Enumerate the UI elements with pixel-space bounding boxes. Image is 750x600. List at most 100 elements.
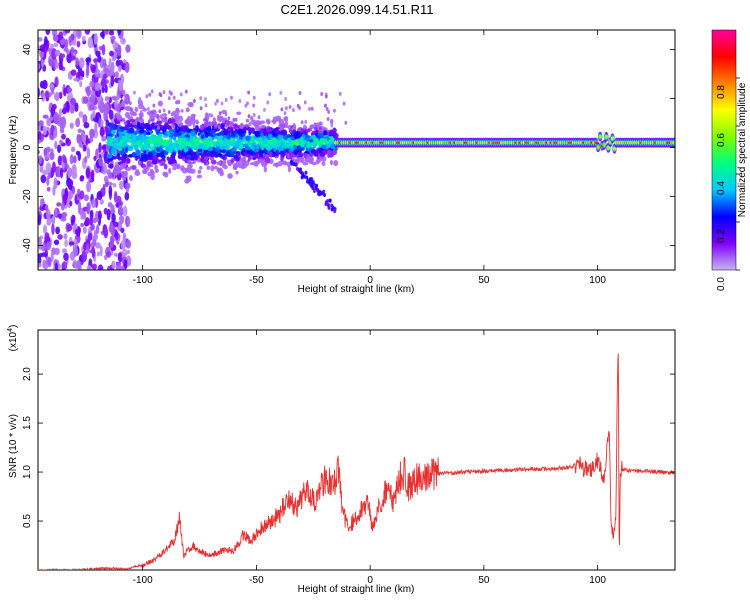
spectrogram-cell (179, 118, 182, 123)
spectrogram-cell (55, 226, 60, 235)
spectrogram-cell (63, 87, 67, 97)
spectrogram-cell (158, 146, 163, 153)
spectrogram-cell (270, 137, 277, 142)
spectrogram-cell (84, 217, 90, 227)
spectrogram-cell (69, 122, 74, 129)
spectrogram-cell (77, 128, 83, 134)
spectrogram-cell (86, 203, 91, 215)
spectrogram-cell (230, 95, 233, 100)
spectrogram-cell (106, 168, 111, 176)
spectrogram-cell (91, 66, 96, 74)
spectrogram-cell (279, 123, 283, 128)
spectrogram-cell (223, 164, 228, 170)
spectrogram-cell (330, 123, 334, 128)
spectrogram-cell (106, 153, 113, 159)
spectrogram-cell (284, 120, 289, 127)
spectrogram-cell (107, 202, 113, 208)
spectrogram-cell (175, 107, 180, 112)
spectrogram-cell (75, 57, 79, 67)
spectrogram-cell (296, 103, 300, 108)
snr-y-tick-label: 1.5 (22, 416, 33, 430)
spectrogram-cell (323, 193, 327, 198)
spectrogram-cell (230, 133, 236, 138)
spectrogram-cell (53, 42, 59, 48)
spectrogram-cell (220, 101, 224, 106)
spectrogram-cell (125, 239, 132, 249)
spectrogram-cell (82, 226, 87, 234)
spectrogram-cell (170, 118, 176, 124)
spectrogram-cell (297, 138, 302, 145)
spectrogram-cell (111, 156, 117, 160)
spectrogram-cell (119, 180, 124, 190)
snr-frame (37, 329, 676, 571)
spectrogram-cell (292, 162, 296, 167)
spectrogram-cell (327, 109, 331, 114)
spectrogram-cell (103, 151, 108, 164)
snr-x-tick-label: 0 (367, 575, 373, 586)
spectrogram-cell (305, 144, 312, 149)
colorbar-label: Normalized spectral amplitude (737, 82, 748, 217)
spectrogram-cell (119, 163, 125, 169)
spectrogram-cell (133, 144, 139, 151)
spectrogram-cell (81, 211, 87, 220)
spectrogram-cell (162, 108, 166, 113)
spectrogram-cell (285, 125, 289, 129)
spectrogram-cell (180, 125, 187, 132)
spectrogram-cell (145, 131, 151, 136)
spectrogram-cell (286, 134, 291, 139)
spectrogram-cell (210, 113, 213, 118)
spectrogram-cell (318, 126, 322, 131)
spectrogram-cell (277, 161, 283, 167)
spectrogram-cell (160, 116, 164, 121)
spectrogram-cell (118, 252, 122, 258)
spectrogram-cell (189, 168, 196, 174)
spectrogram-cell (96, 251, 101, 257)
spectrogram-x-tick-label: 0 (367, 275, 373, 286)
spectrogram-cell (233, 164, 239, 169)
spectrogram-cell (218, 111, 222, 116)
spectrogram-cell (200, 153, 206, 158)
spectrogram-cell (78, 57, 85, 69)
spectrogram-cell (89, 90, 96, 97)
spectrogram-cell (236, 111, 242, 115)
spectrogram-cell (101, 44, 106, 56)
spectrogram-cell (199, 106, 203, 111)
spectrogram-cell (101, 145, 107, 151)
spectrogram-cell (94, 82, 101, 92)
spectrogram-cell (54, 247, 60, 256)
spectrogram-cell (214, 101, 217, 106)
spectrogram-cell (199, 124, 203, 129)
spectrogram-cell (63, 233, 68, 240)
spectrogram-cell (123, 259, 128, 268)
spectrogram-cell (168, 167, 172, 174)
spectrogram-cell (309, 182, 313, 187)
spectrogram-cell (145, 94, 149, 99)
spectrogram-cell (82, 114, 88, 124)
spectrogram-cell (333, 147, 338, 151)
spectrogram-cell (606, 145, 611, 150)
spectrogram-cell (124, 182, 131, 189)
spectrogram-cell (117, 65, 122, 72)
spectrogram-cell (167, 96, 171, 101)
spectrogram-cell (298, 91, 302, 96)
snr-y-tick-label: 1.0 (22, 465, 33, 479)
spectrogram-cell (184, 89, 188, 94)
spectrogram-cell (199, 165, 203, 170)
spectrogram-cell (112, 182, 117, 188)
spectrogram-cell (192, 123, 196, 128)
spectrogram-cell (124, 146, 129, 154)
spectrogram-cell (90, 169, 95, 181)
spectrogram-cell (113, 137, 117, 142)
spectrogram-cell (253, 148, 258, 153)
spectrogram-cell (221, 140, 228, 147)
spectrogram-cell (54, 140, 58, 150)
spectrogram-cell (612, 146, 617, 151)
spectrogram-cell (276, 145, 283, 150)
spectrogram-cell (66, 101, 70, 114)
spectrogram-cell (238, 98, 242, 103)
spectrogram-cell (122, 117, 126, 122)
spectrogram-cell (131, 134, 136, 140)
spectrogram-cell (119, 150, 125, 156)
spectrogram-cell (38, 130, 42, 142)
spectrogram-cell (69, 194, 73, 200)
